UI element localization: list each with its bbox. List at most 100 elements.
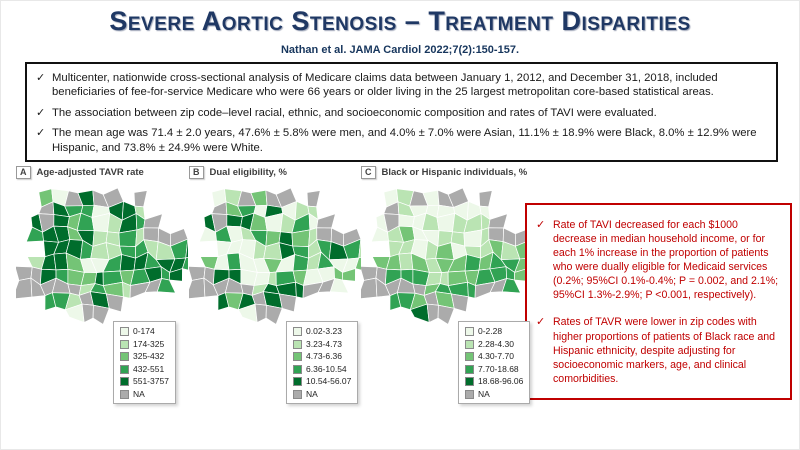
- legend-row: NA: [465, 388, 523, 399]
- panel-title: Dual eligibility, %: [209, 166, 287, 178]
- zip-code-region: [118, 229, 138, 247]
- zip-code-region: [122, 281, 131, 299]
- zip-code-region: [426, 303, 439, 323]
- choropleth-map: [361, 187, 533, 325]
- zip-code-region: [467, 281, 476, 299]
- summary-bullet-text: The mean age was 71.4 ± 2.0 years, 47.6%…: [52, 127, 757, 154]
- zip-code-region: [143, 213, 163, 229]
- legend-row: 2.28-4.30: [465, 339, 523, 349]
- zip-code-region: [478, 190, 493, 208]
- legend-swatch: [465, 389, 474, 399]
- legend-swatch: [120, 364, 129, 374]
- zip-code-region: [254, 303, 267, 323]
- zip-code-region: [450, 293, 469, 313]
- legend-swatch: [293, 339, 302, 349]
- zip-code-region: [133, 190, 148, 208]
- zip-code-region: [226, 214, 243, 228]
- checkmark-icon: ✓: [36, 72, 46, 84]
- checkmark-icon: ✓: [536, 316, 546, 329]
- zip-code-region: [316, 213, 336, 229]
- legend-label: 0-2.28: [478, 326, 503, 337]
- legend-row: 18.68-96.06: [465, 377, 523, 386]
- findings-bullet: ✓ Rates of TAVR were lower in zip codes …: [536, 315, 781, 385]
- legend-label: 7.70-18.68: [478, 363, 519, 374]
- citation: Nathan et al. JAMA Cardiol 2022;7(2):150…: [280, 44, 519, 56]
- legend-label: NA: [478, 388, 490, 399]
- findings-bullet-text: Rates of TAVR were lower in zip codes wi…: [553, 316, 776, 385]
- legend-row: 0-174: [120, 327, 169, 336]
- choropleth-map: [16, 187, 188, 325]
- checkmark-icon: ✓: [536, 219, 546, 231]
- legend-swatch: [120, 377, 129, 386]
- checkmark-icon: ✓: [36, 106, 46, 119]
- summary-bullet: ✓ The association between zip code–level…: [36, 106, 767, 120]
- zip-code-region: [488, 213, 508, 229]
- legend-row: 7.70-18.68: [465, 363, 523, 374]
- legend-swatch: [293, 377, 302, 386]
- summary-bullet: ✓ Multicenter, nationwide cross-sectiona…: [36, 71, 767, 100]
- checkmark-icon: ✓: [36, 127, 46, 140]
- zip-code-region: [358, 238, 361, 259]
- zip-code-region: [361, 277, 378, 299]
- legend-row: NA: [120, 389, 169, 399]
- panel-header: C Black or Hispanic individuals, %: [361, 165, 533, 179]
- zip-code-region: [189, 277, 206, 299]
- legend-label: NA: [306, 388, 318, 399]
- legend-row: 0-2.28: [465, 327, 523, 336]
- map-panel-black-hispanic: C Black or Hispanic individuals, % 0-2.2…: [361, 165, 533, 421]
- legend-label: 551-3757: [133, 376, 169, 387]
- legend-label: 4.73-6.36: [306, 351, 342, 362]
- zip-code-region: [185, 238, 188, 259]
- legend-swatch: [293, 327, 302, 336]
- slide-title: Severe Aortic Stenosis – Treatment Dispa…: [109, 6, 691, 36]
- panel-header: B Dual eligibility, %: [189, 165, 361, 179]
- map-panel-tavr-rate: A Age-adjusted TAVR rate 0-174 174-325 325…: [16, 165, 188, 421]
- zip-code-region: [92, 304, 110, 325]
- panel-letter-badge: A: [16, 165, 31, 179]
- zip-code-region: [143, 227, 159, 243]
- zip-code-region: [329, 278, 350, 294]
- legend-swatch: [465, 339, 474, 349]
- zip-code-region: [53, 214, 70, 228]
- zip-code-region: [81, 303, 94, 323]
- zip-code-region: [291, 229, 311, 247]
- zip-code-region: [488, 227, 504, 243]
- zip-code-region: [53, 252, 69, 271]
- legend-swatch: [465, 352, 474, 361]
- zip-code-region: [156, 278, 177, 294]
- summary-box: ✓ Multicenter, nationwide cross-sectiona…: [25, 62, 778, 162]
- legend-swatch: [120, 327, 129, 336]
- map-legend: 0-174 174-325 325-432 432-551 551-3757 NA: [113, 321, 176, 404]
- legend-swatch: [120, 339, 129, 349]
- panel-letter-badge: C: [361, 165, 376, 179]
- zip-code-region: [278, 293, 297, 313]
- legend-row: NA: [293, 388, 351, 399]
- zip-code-region: [16, 277, 33, 299]
- choropleth-map: [189, 187, 361, 325]
- legend-label: 3.23-4.73: [306, 338, 342, 349]
- legend-row: 6.36-10.54: [293, 364, 351, 374]
- summary-bullet: ✓ The mean age was 71.4 ± 2.0 years, 47.…: [36, 126, 767, 155]
- zip-code-region: [354, 256, 361, 271]
- legend-label: 325-432: [133, 351, 165, 362]
- zip-code-region: [437, 304, 455, 325]
- legend-swatch: [293, 364, 302, 374]
- legend-row: 432-551: [120, 364, 169, 374]
- summary-bullet-text: The association between zip code–level r…: [52, 106, 657, 119]
- summary-bullet-text: Multicenter, nationwide cross-sectional …: [52, 72, 718, 99]
- legend-row: 0.02-3.23: [293, 327, 351, 336]
- legend-row: 4.30-7.70: [465, 352, 523, 361]
- panel-header: A Age-adjusted TAVR rate: [16, 165, 188, 179]
- legend-label: 10.54-56.07: [306, 376, 352, 387]
- zip-code-region: [168, 268, 183, 282]
- panel-title: Age-adjusted TAVR rate: [36, 166, 144, 178]
- panel-letter-badge: B: [189, 165, 204, 179]
- zip-code-region: [295, 281, 304, 299]
- panel-title: Black or Hispanic individuals, %: [381, 166, 528, 178]
- findings-bullet: ✓ Rate of TAVI decreased for each $1000 …: [536, 218, 781, 302]
- legend-row: 3.23-4.73: [293, 338, 351, 349]
- zip-code-region: [316, 227, 332, 243]
- legend-row: 174-325: [120, 339, 169, 349]
- legend-swatch: [293, 352, 302, 361]
